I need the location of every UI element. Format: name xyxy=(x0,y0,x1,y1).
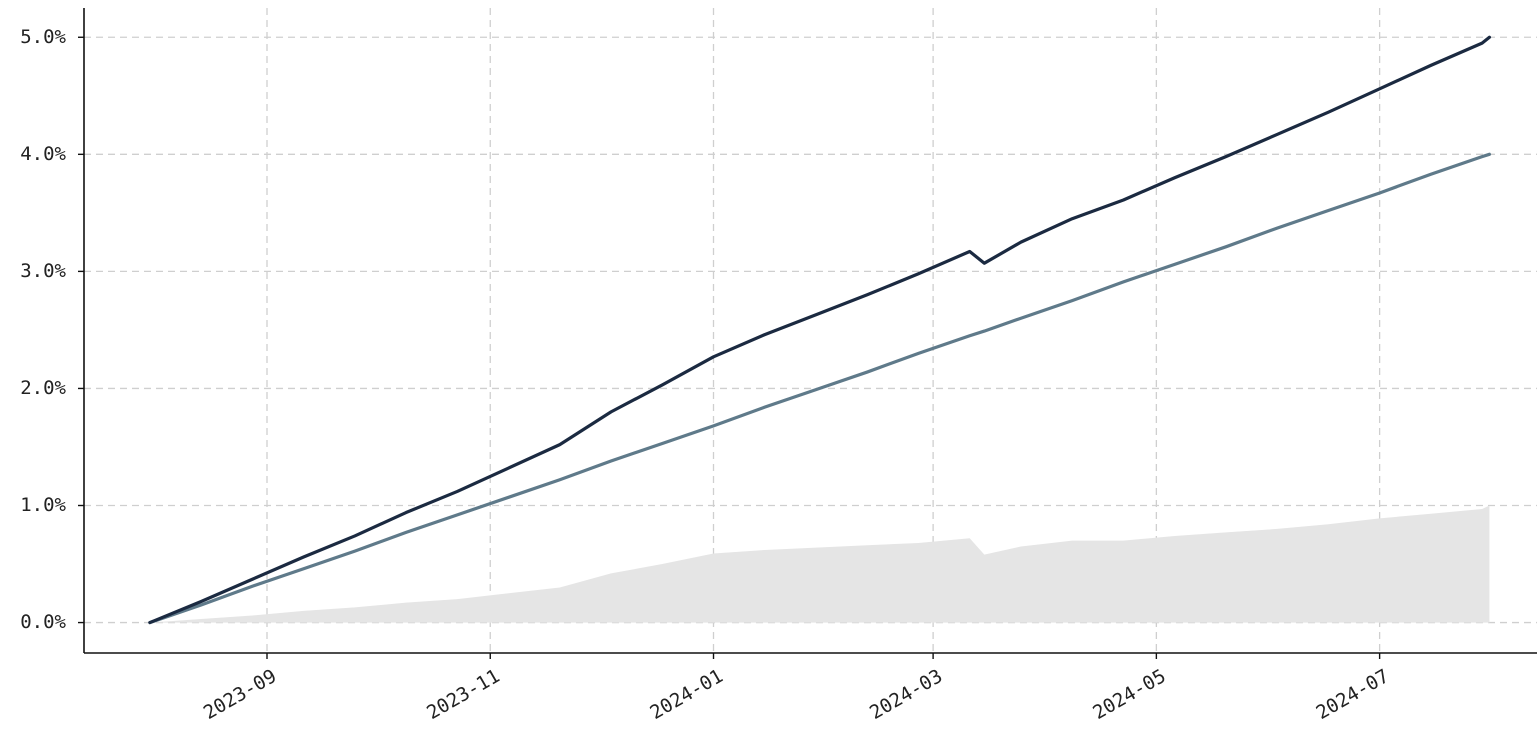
x-tick-label: 2024-03 xyxy=(866,665,946,724)
x-tick-label: 2023-11 xyxy=(423,665,503,724)
area xyxy=(149,505,1490,623)
y-tick-label: 2.0% xyxy=(20,377,66,399)
y-tick-label: 1.0% xyxy=(20,494,66,516)
x-tick-label: 2023-09 xyxy=(200,665,280,724)
y-tick-label: 5.0% xyxy=(20,26,66,48)
y-tick-label: 3.0% xyxy=(20,260,66,282)
x-tick-label: 2024-07 xyxy=(1313,665,1393,724)
x-tick-label: 2024-01 xyxy=(646,665,726,724)
y-tick-label: 0.0% xyxy=(20,611,66,633)
y-tick-label: 4.0% xyxy=(20,143,66,165)
x-tick-label: 2024-05 xyxy=(1089,665,1169,724)
line xyxy=(148,152,1492,625)
line xyxy=(148,35,1492,625)
